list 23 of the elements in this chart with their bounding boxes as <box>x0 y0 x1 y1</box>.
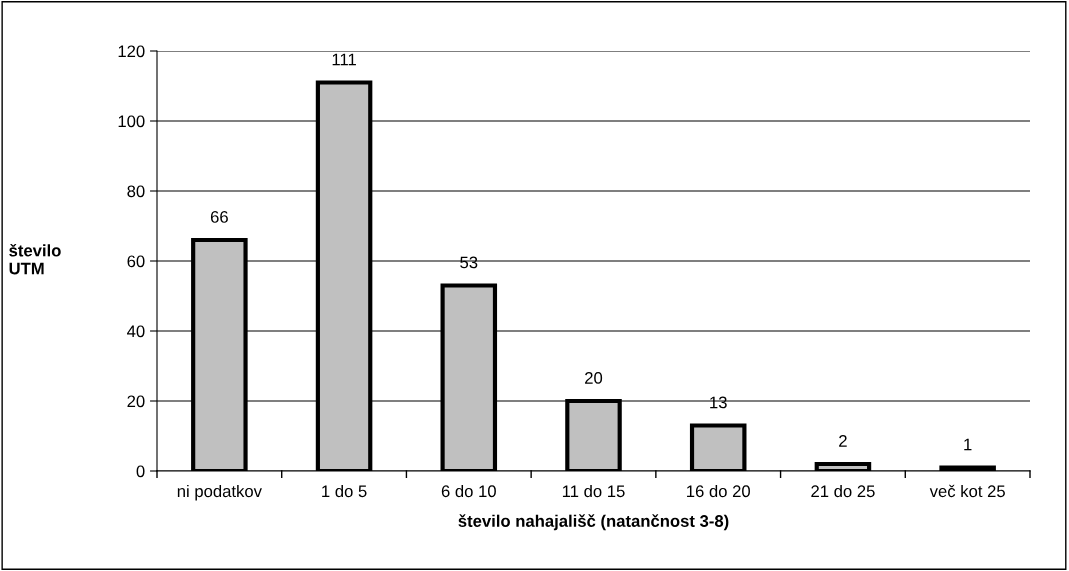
x-tick-label: 21 do 25 <box>811 484 875 498</box>
data-label: 53 <box>460 256 478 269</box>
x-tick-label: 1 do 5 <box>322 484 367 498</box>
y-tick-label: 120 <box>118 45 145 58</box>
y-tick-label: 0 <box>136 465 145 478</box>
x-tick-label: 6 do 10 <box>441 484 496 498</box>
x-tick-label: 16 do 20 <box>687 484 750 498</box>
y-tick-label: 20 <box>127 395 145 408</box>
data-label: 20 <box>585 372 603 384</box>
y-tick-label: 60 <box>127 255 145 268</box>
y-axis-title: število UTM <box>9 243 61 275</box>
x-tick-label: ni podatkov <box>177 484 262 501</box>
data-label: 13 <box>710 396 727 409</box>
data-label: 66 <box>210 211 228 223</box>
data-label: 2 <box>839 435 847 447</box>
data-label: 111 <box>332 53 356 66</box>
x-tick-label: več kot 25 <box>929 484 1005 498</box>
y-tick-label: 100 <box>118 115 145 128</box>
x-axis-title: število nahajališč (natančnost 3-8) <box>458 514 729 531</box>
data-label: 1 <box>964 438 972 451</box>
y-tick-label: 80 <box>127 185 145 198</box>
y-tick-label: 40 <box>127 325 145 338</box>
x-tick-label: 11 do 15 <box>562 484 625 498</box>
